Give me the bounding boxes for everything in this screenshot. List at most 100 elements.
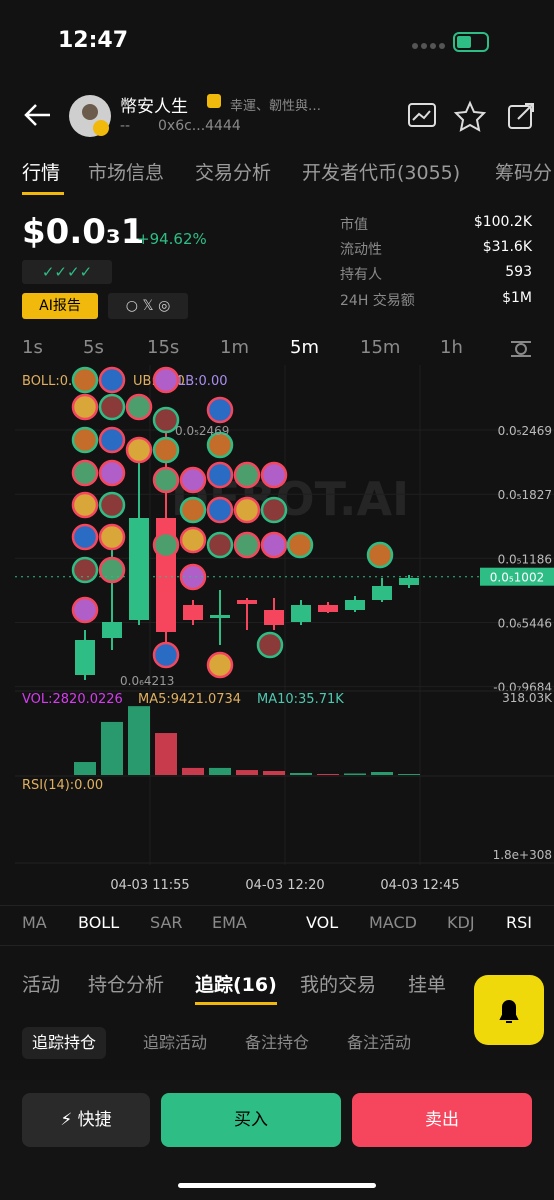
volume-bar xyxy=(317,774,339,775)
trader-avatar xyxy=(152,641,180,669)
indicator[interactable]: RSI xyxy=(506,913,532,932)
boll-legend: LB:0.00 xyxy=(178,374,228,389)
vol-legend: MA10:35.71K xyxy=(257,692,344,707)
social-links[interactable]: ○ 𝕏 ◎ xyxy=(108,293,188,319)
trader-avatar xyxy=(260,496,288,524)
volume-bar xyxy=(398,774,420,775)
interval[interactable]: 15m xyxy=(360,337,401,358)
checks: ✓✓✓✓ xyxy=(22,260,112,284)
bottom-tab[interactable]: 追踪(16) xyxy=(195,974,277,996)
bottom-tab[interactable]: 活动 xyxy=(22,974,61,996)
trader-avatar xyxy=(260,461,288,489)
volume-bar xyxy=(236,770,258,775)
ai-report[interactable]: AI报告 xyxy=(22,293,98,319)
interval[interactable]: 5s xyxy=(83,337,104,358)
trader-avatar xyxy=(152,466,180,494)
sub-tab[interactable]: 备注活动 xyxy=(347,1033,412,1052)
candle-body xyxy=(237,600,257,604)
stat-value: $1M xyxy=(502,290,532,306)
x-tick-label: 04-03 12:20 xyxy=(245,878,324,893)
trader-avatar xyxy=(206,651,234,679)
sub-tab[interactable]: 备注持仓 xyxy=(245,1033,310,1052)
vol-legend: MA5:9421.0734 xyxy=(138,692,241,707)
trader-avatar xyxy=(206,396,234,424)
indicator[interactable]: MA xyxy=(22,913,47,932)
indicator[interactable]: SAR xyxy=(150,913,183,932)
sub-tab[interactable]: 追踪活动 xyxy=(143,1033,208,1052)
candle-body xyxy=(129,518,149,620)
settings-icon[interactable] xyxy=(508,336,534,362)
stat-value: $31.6K xyxy=(482,239,532,255)
rsi-legend: RSI(14):0.00 xyxy=(22,778,103,793)
candle-body xyxy=(210,615,230,618)
bottom-tab[interactable]: 持仓分析 xyxy=(88,974,165,996)
watermark: DEBOT.AI xyxy=(171,472,409,526)
tab[interactable]: 市场信息 xyxy=(88,162,165,184)
volume-bar xyxy=(263,770,285,775)
interval[interactable]: 1s xyxy=(22,337,43,358)
alert-button[interactable] xyxy=(474,975,544,1045)
x-tick-label: 04-03 12:45 xyxy=(380,878,459,893)
trader-avatar xyxy=(98,556,126,584)
divider xyxy=(0,945,554,946)
indicator[interactable]: MACD xyxy=(369,913,417,932)
trader-avatar xyxy=(152,406,180,434)
trader-avatar xyxy=(256,631,284,659)
bot-icon xyxy=(207,94,221,108)
trader-avatar xyxy=(71,393,99,421)
price-change: +94.62% xyxy=(137,230,207,248)
bottom-tab[interactable]: 我的交易 xyxy=(300,974,377,996)
tab-underline xyxy=(195,1002,277,1005)
trader-avatar xyxy=(71,459,99,487)
interval[interactable]: 5m xyxy=(290,337,319,358)
quick-button[interactable]: ⚡ 快捷 xyxy=(22,1093,150,1147)
token-tagline: 幸運、韌性與… xyxy=(230,99,322,114)
stat-label: 24H 交易额 xyxy=(340,293,415,309)
candle-body xyxy=(102,622,122,638)
volume-bar xyxy=(74,762,96,775)
indicator[interactable]: BOLL xyxy=(78,913,120,932)
candle-body xyxy=(183,605,203,620)
interval[interactable]: 1h xyxy=(440,337,463,358)
candle-body xyxy=(75,640,95,675)
trader-avatar xyxy=(98,523,126,551)
indicator[interactable]: VOL xyxy=(306,913,339,932)
interval[interactable]: 1m xyxy=(220,337,249,358)
y-tick-label: 0.0₆5446 xyxy=(498,616,552,630)
avatar xyxy=(69,95,111,137)
buy-button[interactable]: 买入 xyxy=(161,1093,341,1147)
annotation: 0.0₅2469 xyxy=(175,424,229,438)
volume-bar xyxy=(209,767,231,775)
volume-bar xyxy=(290,772,312,775)
quick-label: 快捷 xyxy=(77,1110,112,1130)
trader-avatar xyxy=(179,496,207,524)
trader-avatar xyxy=(233,531,261,559)
volume-bar xyxy=(371,772,393,775)
trader-avatar xyxy=(206,461,234,489)
stat-label: 市值 xyxy=(340,217,368,233)
header-icons[interactable] xyxy=(405,100,540,132)
sell-button[interactable]: 卖出 xyxy=(352,1093,532,1147)
bottom-tab[interactable]: 挂单 xyxy=(408,974,447,996)
back-button[interactable] xyxy=(20,100,60,130)
indicator[interactable]: EMA xyxy=(212,913,247,932)
volume-bar xyxy=(128,706,150,775)
stat-value: $100.2K xyxy=(473,214,532,230)
trader-avatar xyxy=(71,366,99,394)
trader-avatar xyxy=(179,563,207,591)
y-tick-label: 0.0₅1827 xyxy=(498,488,552,502)
interval[interactable]: 15s xyxy=(147,337,180,358)
volume-bar xyxy=(155,733,177,775)
dash: -- xyxy=(120,118,131,134)
tab[interactable]: 开发者代币(3055) xyxy=(302,162,461,184)
volume-bar xyxy=(101,721,123,775)
candle-body xyxy=(372,586,392,600)
sub-tab[interactable]: 追踪持仓 xyxy=(22,1027,107,1059)
indicator[interactable]: KDJ xyxy=(447,913,475,932)
x-tick-label: 04-03 11:55 xyxy=(110,878,189,893)
tab[interactable]: 行情 xyxy=(22,162,61,184)
tab[interactable]: 筹码分 xyxy=(495,162,553,184)
tab[interactable]: 交易分析 xyxy=(195,162,272,184)
divider xyxy=(0,905,554,906)
